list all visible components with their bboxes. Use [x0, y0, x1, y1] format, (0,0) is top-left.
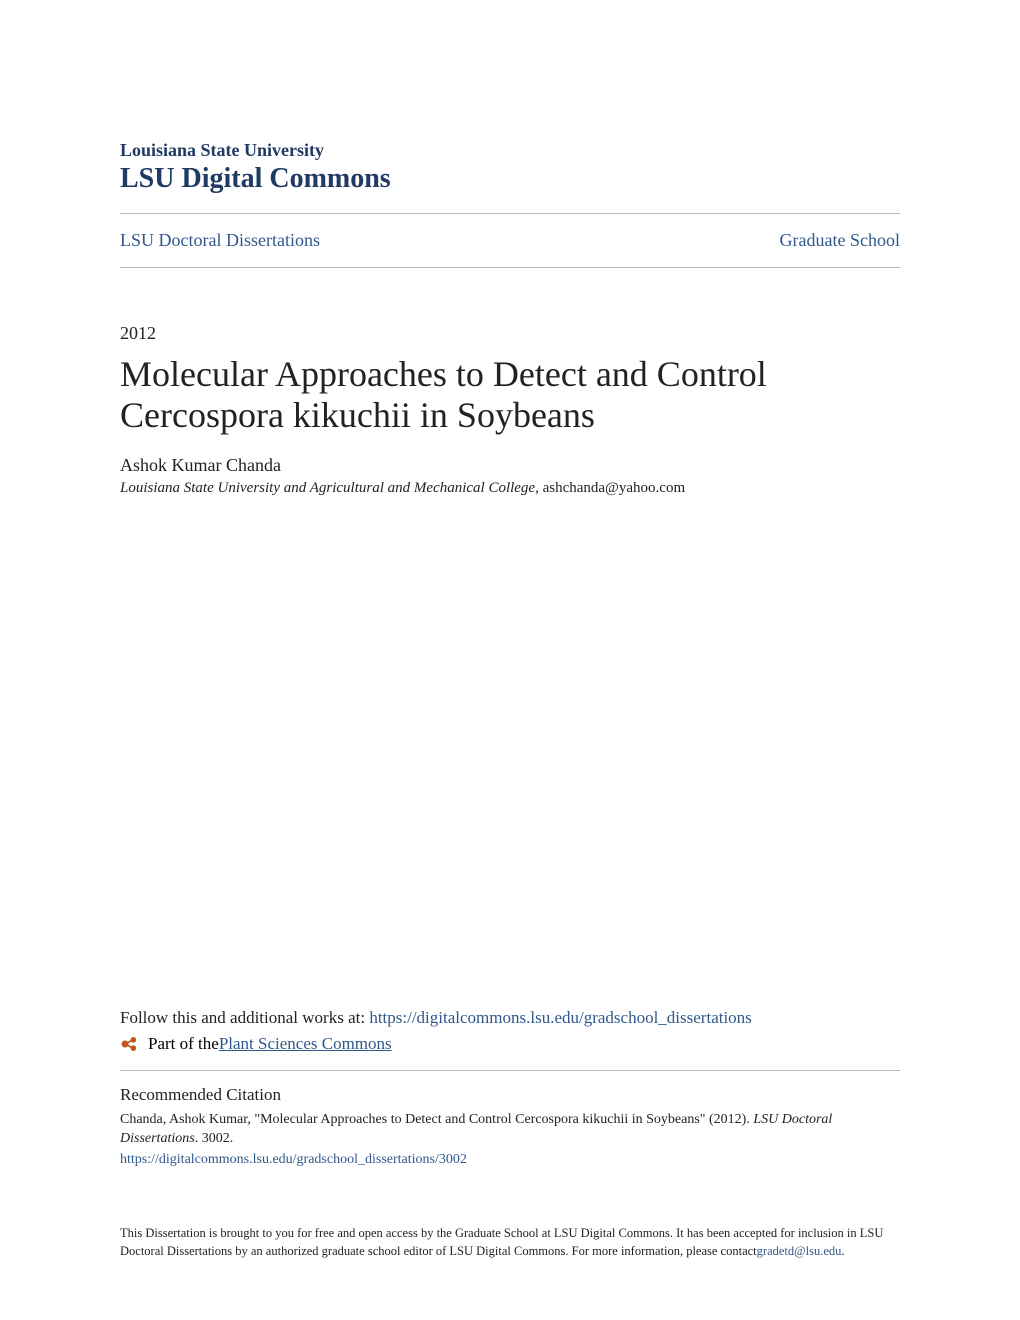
commons-link[interactable]: Plant Sciences Commons [219, 1034, 392, 1054]
institution-name: Louisiana State University [120, 140, 900, 161]
citation-url-link[interactable]: https://digitalcommons.lsu.edu/gradschoo… [120, 1151, 900, 1170]
collection-url-link[interactable]: https://digitalcommons.lsu.edu/gradschoo… [369, 1008, 751, 1027]
repository-header: Louisiana State University LSU Digital C… [120, 140, 900, 213]
publication-year: 2012 [120, 323, 900, 344]
repository-name[interactable]: LSU Digital Commons [120, 163, 900, 195]
vertical-spacer [120, 497, 900, 1009]
follow-label: Follow this and additional works at: [120, 1008, 369, 1027]
citation-heading: Recommended Citation [120, 1085, 900, 1105]
footer-period: . [841, 1244, 844, 1258]
citation-text: Chanda, Ashok Kumar, "Molecular Approach… [120, 1112, 753, 1127]
document-title: Molecular Approaches to Detect and Contr… [120, 354, 900, 437]
author-name: Ashok Kumar Chanda [120, 455, 900, 476]
part-of-prefix: Part of the [148, 1034, 219, 1054]
breadcrumb: LSU Doctoral Dissertations Graduate Scho… [120, 214, 900, 267]
follow-works-line: Follow this and additional works at: htt… [120, 1008, 900, 1028]
collection-link[interactable]: LSU Doctoral Dissertations [120, 230, 320, 251]
access-statement: This Dissertation is brought to you for … [120, 1225, 900, 1260]
divider [120, 1070, 900, 1071]
citation-number: . 3002. [195, 1131, 234, 1146]
author-affiliation: Louisiana State University and Agricultu… [120, 480, 900, 497]
community-link[interactable]: Graduate School [780, 230, 900, 251]
divider [120, 267, 900, 268]
part-of-line: Part of the Plant Sciences Commons [120, 1034, 900, 1054]
affiliation-text: Louisiana State University and Agricultu… [120, 480, 535, 496]
network-icon [120, 1034, 140, 1054]
affiliation-separator: , [535, 480, 543, 496]
document-page: Louisiana State University LSU Digital C… [0, 0, 1020, 1320]
contact-email-link[interactable]: gradetd@lsu.edu [757, 1244, 842, 1258]
author-email: ashchanda@yahoo.com [543, 480, 686, 496]
citation-body: Chanda, Ashok Kumar, "Molecular Approach… [120, 1111, 900, 1170]
